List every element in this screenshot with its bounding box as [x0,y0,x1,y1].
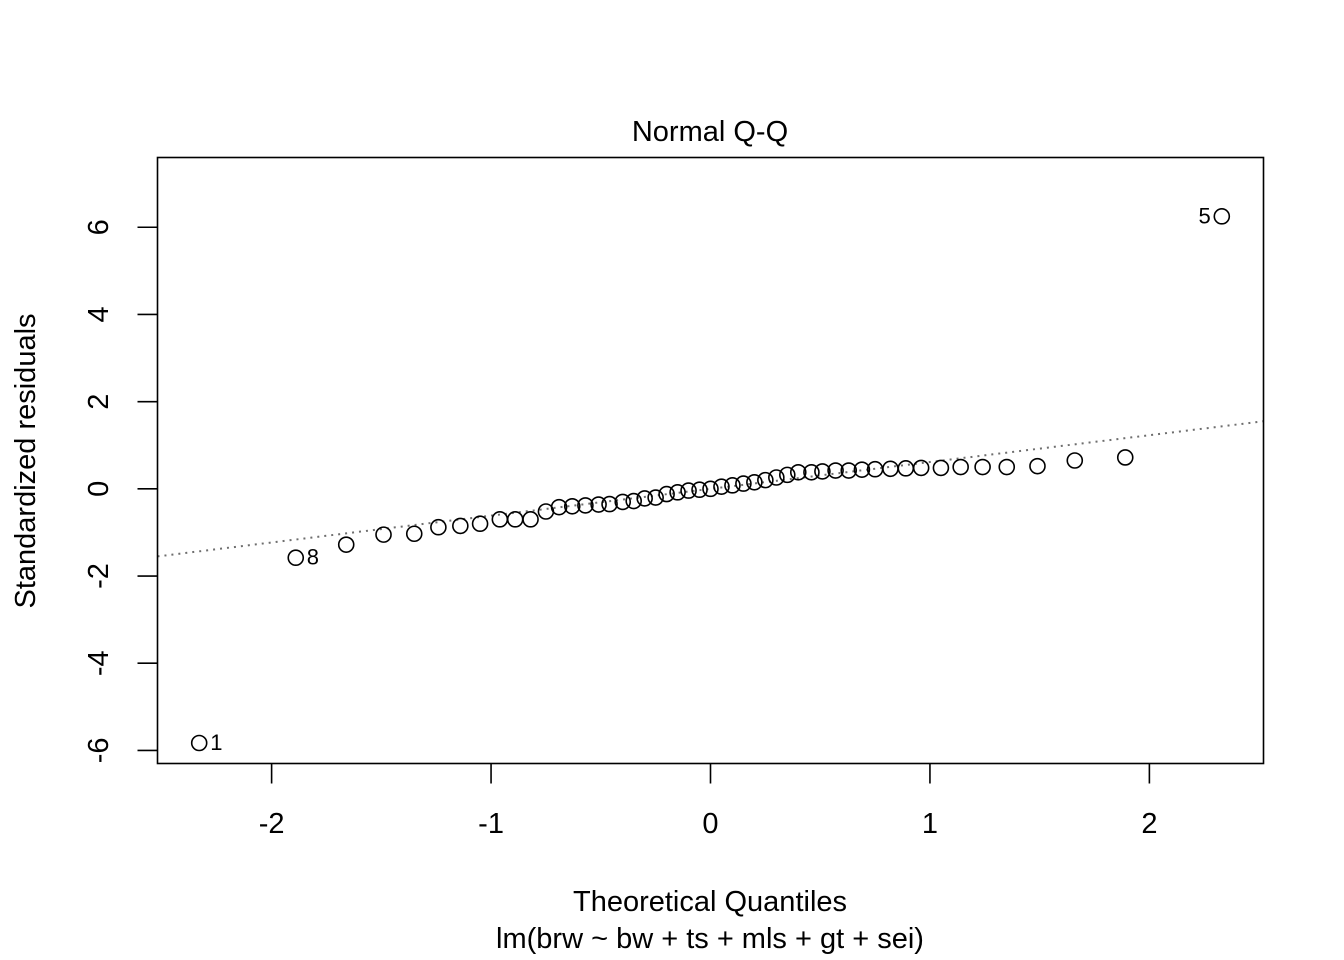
x-axis: -2 -1 0 1 2 [259,763,1157,840]
data-point [974,458,991,476]
data-point [827,462,844,479]
data-point [590,496,607,513]
data-point [625,492,642,510]
data-point [882,460,899,478]
data-point [614,493,632,511]
x-tick-label: 1 [922,808,938,840]
data-point [713,478,730,495]
data-point [375,526,392,543]
chart-title: Normal Q-Q [632,116,788,148]
data-point [430,518,447,536]
point-label-8: 8 [307,545,319,570]
data-point [998,458,1016,476]
data-point [452,517,469,535]
y-tick-label: -4 [83,650,115,676]
data-point [757,471,774,489]
data-point [840,462,858,479]
data-point [680,482,697,499]
data-point [405,525,423,543]
data-point [853,461,871,478]
data-point [691,481,708,499]
data-point [647,489,664,506]
data-point [932,459,950,477]
data-point [1066,452,1084,469]
data-point [912,459,930,477]
data-point [1029,457,1046,475]
y-axis: -6 -4 -2 0 2 4 6 [83,219,158,763]
data-point [746,473,763,491]
data-point [952,458,969,476]
data-point [735,475,752,492]
data-point [702,480,719,498]
plot-box [156,156,1265,765]
y-tick-label: -6 [83,738,115,764]
data-point [506,511,524,528]
reference-line-layer [157,420,1264,558]
data-point [550,498,568,516]
data-point [471,515,489,533]
data-point [768,469,785,486]
qq-reference-line [157,420,1264,558]
data-point [601,495,618,513]
y-tick-label: -2 [83,563,115,589]
data-point [636,490,653,507]
point-label-5: 5 [1199,203,1211,228]
data-point [658,485,675,503]
data-point [897,460,915,477]
data-point [779,466,796,484]
data-point [522,511,539,528]
x-tick-label: -1 [478,808,504,840]
data-point [190,734,208,752]
y-tick-label: 4 [83,306,115,322]
y-tick-label: 6 [83,219,115,235]
points-layer [190,208,1231,752]
point-labels-layer: 1 8 5 [210,203,1211,755]
data-point [287,549,305,567]
data-point [337,536,355,553]
data-point [1213,208,1231,225]
point-label-1: 1 [210,730,222,755]
x-tick-label: 0 [702,808,718,840]
x-tick-label: 2 [1141,808,1157,840]
data-point [669,484,686,501]
data-point [803,463,820,481]
data-point [577,497,594,514]
data-point [814,463,831,480]
data-point [1116,449,1134,466]
x-tick-label: -2 [259,808,285,840]
data-point [563,497,581,515]
data-point [724,477,741,494]
data-point [789,463,807,481]
y-tick-label: 2 [83,394,115,410]
x-axis-label: Theoretical Quantiles [573,886,847,918]
y-tick-label: 0 [83,481,115,497]
y-axis-label: Standardized residuals [10,313,42,608]
chart-subtitle: lm(brw ~ bw + ts + mls + gt + sei) [496,923,924,955]
